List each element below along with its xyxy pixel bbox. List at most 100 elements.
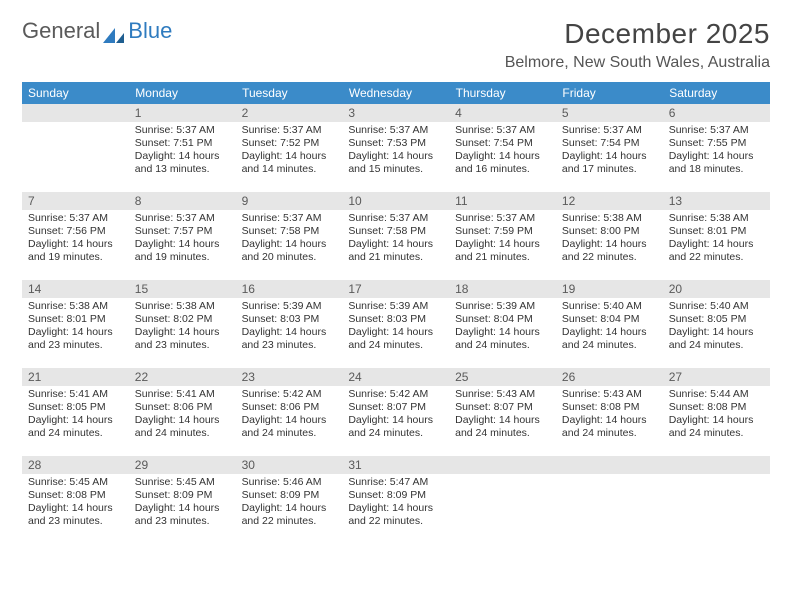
day-line: Sunset: 7:58 PM xyxy=(242,225,337,238)
day-number xyxy=(556,456,663,474)
day-line: and 23 minutes. xyxy=(28,515,123,528)
day-line: and 23 minutes. xyxy=(28,339,123,352)
day-number: 9 xyxy=(236,192,343,210)
day-line: Daylight: 14 hours xyxy=(28,502,123,515)
day-line: Sunset: 8:03 PM xyxy=(242,313,337,326)
day-line: Daylight: 14 hours xyxy=(135,414,230,427)
day-cell: Sunrise: 5:41 AMSunset: 8:05 PMDaylight:… xyxy=(22,386,129,456)
day-cell xyxy=(556,474,663,544)
day-cell: Sunrise: 5:38 AMSunset: 8:01 PMDaylight:… xyxy=(663,210,770,280)
day-line: and 24 minutes. xyxy=(562,427,657,440)
day-line: Sunset: 7:52 PM xyxy=(242,137,337,150)
day-line: Sunrise: 5:40 AM xyxy=(669,300,764,313)
day-line: Sunrise: 5:41 AM xyxy=(135,388,230,401)
day-line: and 23 minutes. xyxy=(242,339,337,352)
header: General Blue December 2025 Belmore, New … xyxy=(22,18,770,72)
day-line: and 24 minutes. xyxy=(455,427,550,440)
day-header-row: Sunday Monday Tuesday Wednesday Thursday… xyxy=(22,82,770,104)
logo-sail-icon xyxy=(103,23,125,39)
day-line: Sunrise: 5:38 AM xyxy=(28,300,123,313)
day-line: Sunset: 7:57 PM xyxy=(135,225,230,238)
day-line: Sunset: 7:56 PM xyxy=(28,225,123,238)
day-line: and 22 minutes. xyxy=(562,251,657,264)
day-number: 1 xyxy=(129,104,236,122)
day-number: 14 xyxy=(22,280,129,298)
day-header: Sunday xyxy=(22,82,129,104)
day-number: 8 xyxy=(129,192,236,210)
day-line: and 24 minutes. xyxy=(455,339,550,352)
day-cell: Sunrise: 5:45 AMSunset: 8:08 PMDaylight:… xyxy=(22,474,129,544)
day-line: Daylight: 14 hours xyxy=(28,326,123,339)
day-number: 3 xyxy=(342,104,449,122)
day-number: 12 xyxy=(556,192,663,210)
day-line: and 19 minutes. xyxy=(135,251,230,264)
day-line: Sunset: 7:58 PM xyxy=(348,225,443,238)
day-line: Sunset: 8:08 PM xyxy=(562,401,657,414)
day-line: Sunrise: 5:39 AM xyxy=(242,300,337,313)
day-body-row: Sunrise: 5:37 AMSunset: 7:56 PMDaylight:… xyxy=(22,210,770,280)
day-cell: Sunrise: 5:37 AMSunset: 7:58 PMDaylight:… xyxy=(342,210,449,280)
day-line: Sunrise: 5:43 AM xyxy=(455,388,550,401)
day-number: 30 xyxy=(236,456,343,474)
month-title: December 2025 xyxy=(505,18,770,50)
day-line: Sunrise: 5:42 AM xyxy=(348,388,443,401)
day-cell: Sunrise: 5:37 AMSunset: 7:51 PMDaylight:… xyxy=(129,122,236,192)
day-line: Sunrise: 5:37 AM xyxy=(28,212,123,225)
day-line: Daylight: 14 hours xyxy=(562,326,657,339)
day-line: Sunset: 8:08 PM xyxy=(669,401,764,414)
day-line: Daylight: 14 hours xyxy=(348,150,443,163)
day-line: Daylight: 14 hours xyxy=(348,502,443,515)
day-cell: Sunrise: 5:42 AMSunset: 8:06 PMDaylight:… xyxy=(236,386,343,456)
day-line: Sunset: 8:09 PM xyxy=(242,489,337,502)
day-line: and 17 minutes. xyxy=(562,163,657,176)
logo-text-blue: Blue xyxy=(128,18,172,44)
day-cell: Sunrise: 5:37 AMSunset: 7:57 PMDaylight:… xyxy=(129,210,236,280)
day-line: Sunset: 8:09 PM xyxy=(348,489,443,502)
day-line: Sunrise: 5:37 AM xyxy=(242,212,337,225)
day-number: 15 xyxy=(129,280,236,298)
day-header: Tuesday xyxy=(236,82,343,104)
day-line: Daylight: 14 hours xyxy=(135,150,230,163)
day-line: Sunrise: 5:38 AM xyxy=(562,212,657,225)
day-line: Sunset: 8:03 PM xyxy=(348,313,443,326)
day-line: and 16 minutes. xyxy=(455,163,550,176)
day-cell: Sunrise: 5:38 AMSunset: 8:01 PMDaylight:… xyxy=(22,298,129,368)
day-line: Sunset: 8:01 PM xyxy=(669,225,764,238)
day-line: Sunrise: 5:44 AM xyxy=(669,388,764,401)
day-line: and 21 minutes. xyxy=(455,251,550,264)
day-number-row: 123456 xyxy=(22,104,770,122)
day-line: Sunset: 8:04 PM xyxy=(455,313,550,326)
day-line: Daylight: 14 hours xyxy=(455,414,550,427)
day-line: Daylight: 14 hours xyxy=(562,238,657,251)
logo: General Blue xyxy=(22,18,172,44)
day-number: 4 xyxy=(449,104,556,122)
day-number xyxy=(663,456,770,474)
day-cell: Sunrise: 5:38 AMSunset: 8:00 PMDaylight:… xyxy=(556,210,663,280)
day-cell: Sunrise: 5:45 AMSunset: 8:09 PMDaylight:… xyxy=(129,474,236,544)
day-number: 16 xyxy=(236,280,343,298)
title-block: December 2025 Belmore, New South Wales, … xyxy=(505,18,770,72)
day-line: Daylight: 14 hours xyxy=(669,326,764,339)
day-number xyxy=(449,456,556,474)
day-cell: Sunrise: 5:37 AMSunset: 7:53 PMDaylight:… xyxy=(342,122,449,192)
day-cell: Sunrise: 5:37 AMSunset: 7:55 PMDaylight:… xyxy=(663,122,770,192)
day-line: Sunrise: 5:43 AM xyxy=(562,388,657,401)
day-number: 23 xyxy=(236,368,343,386)
day-line: and 24 minutes. xyxy=(135,427,230,440)
day-line: Daylight: 14 hours xyxy=(28,414,123,427)
day-number xyxy=(22,104,129,122)
day-line: Daylight: 14 hours xyxy=(242,150,337,163)
day-line: Daylight: 14 hours xyxy=(562,150,657,163)
day-line: Daylight: 14 hours xyxy=(242,238,337,251)
day-cell: Sunrise: 5:37 AMSunset: 7:56 PMDaylight:… xyxy=(22,210,129,280)
day-line: and 24 minutes. xyxy=(242,427,337,440)
day-line: and 20 minutes. xyxy=(242,251,337,264)
day-body-row: Sunrise: 5:37 AMSunset: 7:51 PMDaylight:… xyxy=(22,122,770,192)
day-line: Sunset: 7:54 PM xyxy=(455,137,550,150)
day-number: 17 xyxy=(342,280,449,298)
day-line: Daylight: 14 hours xyxy=(669,238,764,251)
day-cell: Sunrise: 5:37 AMSunset: 7:54 PMDaylight:… xyxy=(449,122,556,192)
day-number: 7 xyxy=(22,192,129,210)
day-line: and 14 minutes. xyxy=(242,163,337,176)
day-number: 2 xyxy=(236,104,343,122)
